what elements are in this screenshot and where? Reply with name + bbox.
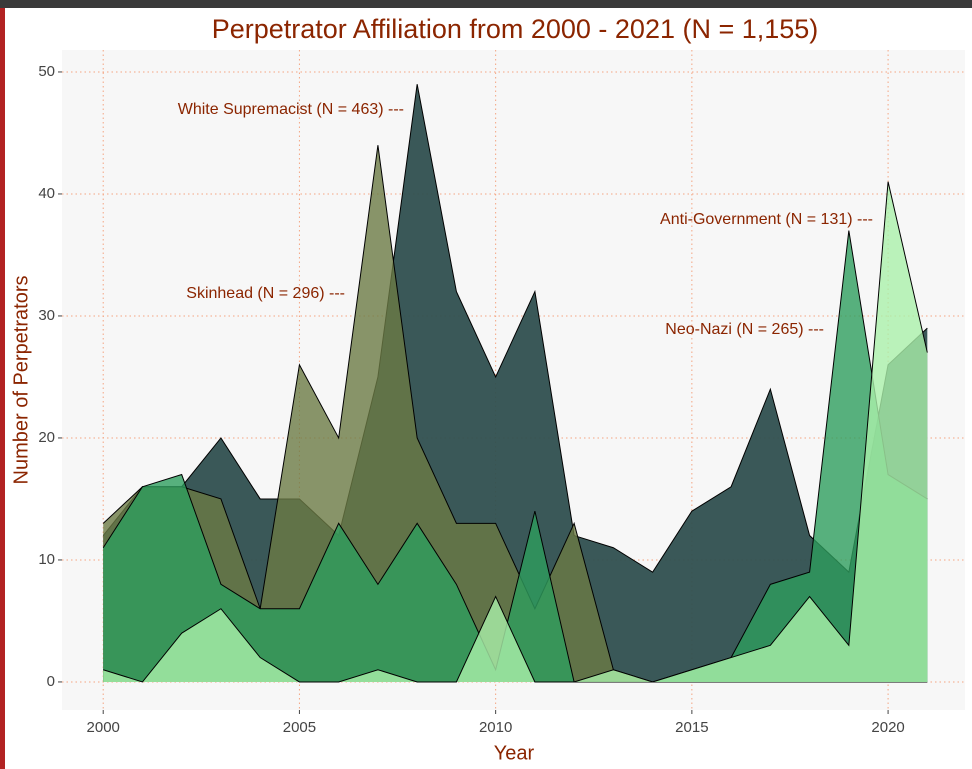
series-annotation: Anti-Government (N = 131) ---	[660, 211, 873, 228]
chart-title: Perpetrator Affiliation from 2000 - 2021…	[212, 14, 819, 44]
x-tick-label: 2015	[675, 719, 708, 736]
x-tick-label: 2005	[283, 719, 316, 736]
y-tick-label: 20	[38, 429, 55, 446]
top-strip	[0, 0, 972, 8]
y-axis-label: Number of Perpetrators	[10, 276, 32, 485]
series-annotation: Skinhead (N = 296) ---	[186, 285, 345, 302]
left-strip	[0, 8, 5, 769]
x-axis-label: Year	[494, 742, 535, 764]
area-outline	[102, 84, 928, 574]
x-tick-label: 2020	[871, 719, 904, 736]
y-tick-label: 50	[38, 63, 55, 80]
labels: 0 10 20 30 40 50 2000 2005 2010 2015 2020 White Sup…	[38, 63, 904, 736]
series-annotation: Neo-Nazi (N = 265) ---	[665, 321, 824, 338]
area	[103, 181, 928, 682]
series-annotation: White Supremacist (N = 463) ---	[178, 101, 404, 118]
y-tick-label: 30	[38, 307, 55, 324]
y-tick-label: 40	[38, 185, 55, 202]
area-outline	[103, 181, 928, 683]
areas	[102, 84, 928, 683]
area-outline	[102, 145, 928, 683]
y-tick-label: 10	[38, 551, 55, 568]
area	[103, 145, 928, 682]
x-tick-label: 2000	[87, 719, 120, 736]
x-tick-label: 2010	[479, 719, 512, 736]
y-tick-label: 0	[47, 673, 55, 690]
area-outline	[102, 230, 928, 683]
